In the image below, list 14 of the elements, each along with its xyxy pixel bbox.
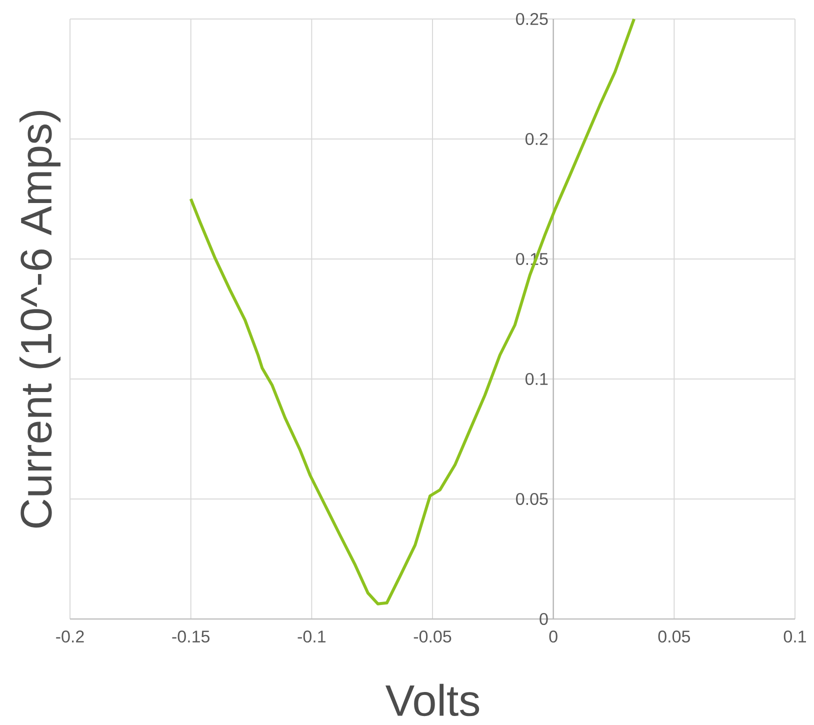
x-tick-label: -0.2 bbox=[56, 630, 84, 643]
y-tick-label: 0 bbox=[540, 612, 548, 626]
y-tick-label: 0.2 bbox=[526, 132, 548, 146]
x-tick-label: 0.05 bbox=[658, 630, 690, 643]
x-tick-label: 0.1 bbox=[784, 630, 806, 643]
x-tick-label: -0.1 bbox=[298, 630, 326, 643]
y-axis-title: Current (10^-6 Amps) bbox=[20, 110, 61, 528]
y-tick-label: 0.1 bbox=[526, 372, 548, 386]
x-tick-label: -0.15 bbox=[172, 630, 210, 643]
y-tick-label: 0.25 bbox=[516, 12, 548, 26]
x-axis-title: Volts bbox=[386, 684, 480, 716]
y-tick-label: 0.05 bbox=[516, 492, 548, 506]
x-tick-label: 0 bbox=[549, 630, 558, 643]
x-tick-label: -0.05 bbox=[414, 630, 452, 643]
